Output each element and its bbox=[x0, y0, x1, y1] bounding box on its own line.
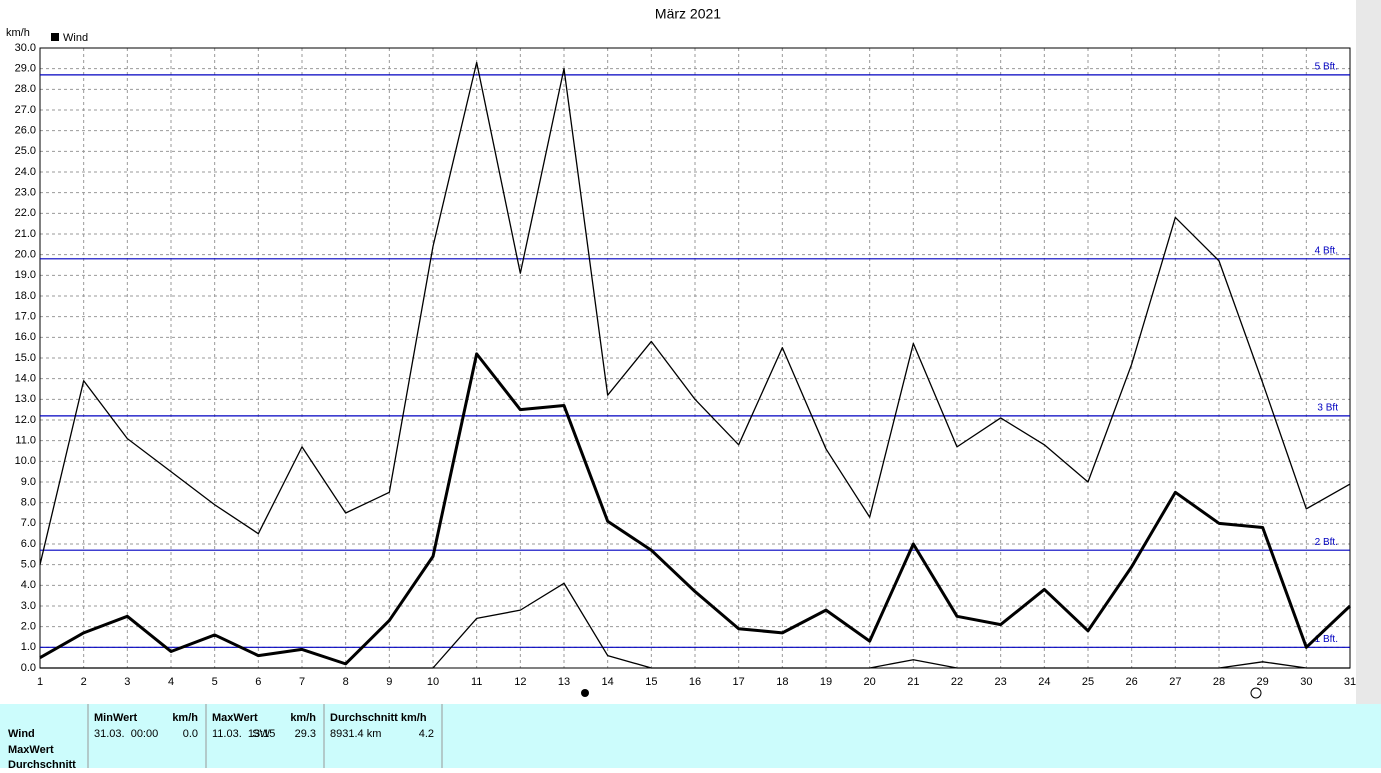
y-tick-label: 17.0 bbox=[15, 311, 36, 323]
y-tick-label: 30.0 bbox=[15, 42, 36, 54]
y-tick-label: 18.0 bbox=[15, 290, 36, 302]
bft-label: 4 Bft. bbox=[1315, 245, 1338, 256]
stats-header: MinWert bbox=[94, 712, 138, 724]
legend-label: Wind bbox=[63, 32, 88, 44]
x-tick-label: 30 bbox=[1300, 676, 1312, 688]
bft-label: 3 Bft bbox=[1317, 403, 1338, 414]
x-tick-label: 27 bbox=[1169, 676, 1181, 688]
y-tick-label: 22.0 bbox=[15, 207, 36, 219]
y-tick-label: 21.0 bbox=[15, 228, 36, 240]
x-tick-label: 21 bbox=[907, 676, 919, 688]
x-tick-label: 23 bbox=[995, 676, 1007, 688]
y-tick-label: 10.0 bbox=[15, 455, 36, 467]
x-tick-label: 25 bbox=[1082, 676, 1094, 688]
y-tick-label: 27.0 bbox=[15, 104, 36, 116]
x-tick-label: 7 bbox=[299, 676, 305, 688]
y-tick-label: 9.0 bbox=[21, 476, 36, 488]
x-tick-label: 5 bbox=[212, 676, 218, 688]
x-tick-label: 16 bbox=[689, 676, 701, 688]
x-tick-label: 3 bbox=[124, 676, 130, 688]
y-tick-label: 28.0 bbox=[15, 83, 36, 95]
y-tick-label: 25.0 bbox=[15, 145, 36, 157]
stats-cell: 11.03. 13:15 bbox=[212, 728, 275, 740]
side-strip bbox=[1356, 0, 1381, 704]
y-tick-label: 14.0 bbox=[15, 373, 36, 385]
y-tick-label: 23.0 bbox=[15, 187, 36, 199]
y-tick-label: 7.0 bbox=[21, 517, 36, 529]
x-tick-label: 22 bbox=[951, 676, 963, 688]
stats-cell: 0.0 bbox=[183, 728, 198, 740]
moon-full bbox=[581, 689, 589, 697]
y-tick-label: 19.0 bbox=[15, 269, 36, 281]
y-tick-label: 1.0 bbox=[21, 641, 36, 653]
x-tick-label: 12 bbox=[514, 676, 526, 688]
x-tick-label: 17 bbox=[733, 676, 745, 688]
stats-row-label: Durchschnitt bbox=[8, 759, 76, 768]
stats-row-label: Wind bbox=[8, 728, 35, 740]
stats-header: MaxWert bbox=[212, 712, 258, 724]
x-tick-label: 6 bbox=[255, 676, 261, 688]
y-tick-label: 4.0 bbox=[21, 579, 36, 591]
y-tick-label: 8.0 bbox=[21, 497, 36, 509]
y-tick-label: 29.0 bbox=[15, 63, 36, 75]
y-tick-label: 5.0 bbox=[21, 559, 36, 571]
moon-new bbox=[1250, 687, 1262, 699]
stats-header: km/h bbox=[290, 712, 316, 724]
stats-cell: SW bbox=[252, 728, 270, 740]
y-tick-label: 6.0 bbox=[21, 538, 36, 550]
x-tick-label: 1 bbox=[37, 676, 43, 688]
stats-header: km/h bbox=[172, 712, 198, 724]
series-line bbox=[39, 352, 1352, 666]
y-tick-label: 3.0 bbox=[21, 600, 36, 612]
y-tick-label: 2.0 bbox=[21, 621, 36, 633]
x-tick-label: 24 bbox=[1038, 676, 1050, 688]
y-tick-label: 26.0 bbox=[15, 125, 36, 137]
y-tick-label: 24.0 bbox=[15, 166, 36, 178]
stats-cell: 29.3 bbox=[295, 728, 316, 740]
y-tick-label: 13.0 bbox=[15, 393, 36, 405]
series-line bbox=[40, 582, 1350, 669]
stats-cell: 31.03. 00:00 bbox=[94, 728, 158, 740]
y-tick-label: 16.0 bbox=[15, 331, 36, 343]
stats-header: Durchschnitt km/h bbox=[330, 712, 427, 724]
x-tick-label: 10 bbox=[427, 676, 439, 688]
x-tick-label: 29 bbox=[1257, 676, 1269, 688]
x-tick-label: 20 bbox=[864, 676, 876, 688]
y-tick-label: 12.0 bbox=[15, 414, 36, 426]
stats-row-label: MaxWert bbox=[8, 744, 54, 756]
x-tick-label: 8 bbox=[343, 676, 349, 688]
x-tick-label: 11 bbox=[471, 676, 482, 688]
x-tick-label: 13 bbox=[558, 676, 570, 688]
x-tick-label: 31 bbox=[1344, 676, 1356, 688]
x-tick-label: 15 bbox=[645, 676, 657, 688]
y-tick-label: 20.0 bbox=[15, 249, 36, 261]
x-tick-label: 4 bbox=[168, 676, 174, 688]
y-tick-label: 15.0 bbox=[15, 352, 36, 364]
x-tick-label: 9 bbox=[386, 676, 392, 688]
stats-panel bbox=[0, 704, 1381, 768]
y-tick-label: 0.0 bbox=[21, 662, 36, 674]
x-tick-label: 26 bbox=[1126, 676, 1138, 688]
series-line bbox=[39, 61, 1351, 565]
x-tick-label: 14 bbox=[602, 676, 614, 688]
stats-cell: 4.2 bbox=[419, 728, 434, 740]
bft-label: 2 Bft. bbox=[1315, 537, 1338, 548]
bft-label: 1 Bft. bbox=[1315, 634, 1338, 645]
stats-cell: 8931.4 km bbox=[330, 728, 381, 740]
legend-marker bbox=[51, 33, 59, 41]
y-unit: km/h bbox=[6, 27, 30, 39]
y-tick-label: 11.0 bbox=[15, 435, 36, 447]
x-tick-label: 2 bbox=[81, 676, 87, 688]
x-tick-label: 18 bbox=[776, 676, 788, 688]
x-tick-label: 19 bbox=[820, 676, 832, 688]
x-tick-label: 28 bbox=[1213, 676, 1225, 688]
chart-title: März 2021 bbox=[655, 6, 721, 22]
bft-label: 5 Bft. bbox=[1315, 62, 1338, 73]
